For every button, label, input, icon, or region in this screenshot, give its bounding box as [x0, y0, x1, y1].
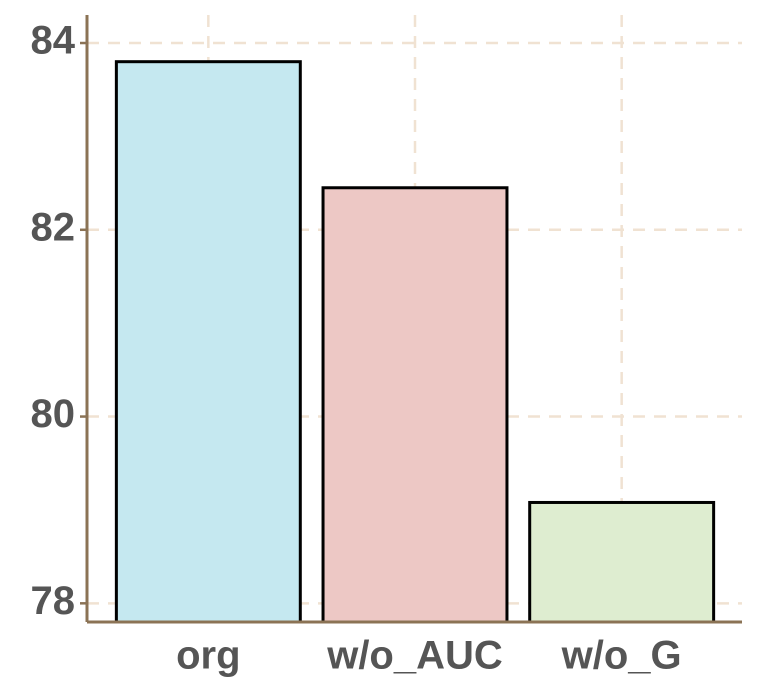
y-tick-label: 80	[31, 392, 76, 436]
bar	[114, 60, 302, 624]
x-tick-label: w/o_G	[561, 634, 682, 678]
x-tick-label: w/o_AUC	[326, 634, 503, 678]
y-tick-label: 82	[31, 205, 76, 249]
x-tick-label: org	[176, 634, 240, 678]
bar	[321, 186, 509, 624]
bar	[528, 500, 716, 624]
y-tick-label: 84	[31, 19, 76, 63]
y-tick-label: 78	[31, 579, 76, 623]
